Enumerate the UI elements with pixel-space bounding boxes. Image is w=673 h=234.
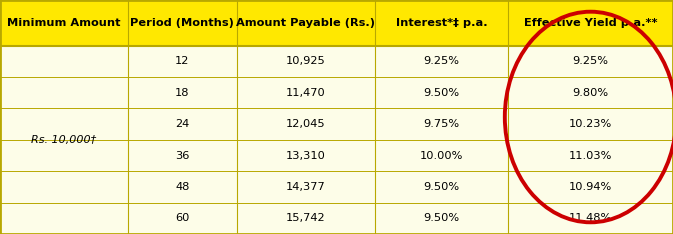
Text: 48: 48	[175, 182, 190, 192]
Bar	[375, 108, 508, 140]
Text: 12: 12	[175, 56, 190, 66]
Text: 14,377: 14,377	[286, 182, 326, 192]
Bar	[128, 0, 237, 46]
Bar	[375, 140, 508, 171]
Bar	[237, 46, 375, 77]
Bar	[128, 171, 237, 203]
Bar	[0, 171, 128, 203]
Bar	[0, 46, 128, 77]
Text: Amount Payable (Rs.): Amount Payable (Rs.)	[236, 18, 376, 28]
Bar	[508, 140, 673, 171]
Bar	[508, 77, 673, 108]
Text: Effective Yield p.a.**: Effective Yield p.a.**	[524, 18, 658, 28]
Text: Minimum Amount: Minimum Amount	[7, 18, 120, 28]
Text: 9.25%: 9.25%	[573, 56, 608, 66]
Bar	[375, 171, 508, 203]
Text: 18: 18	[175, 88, 190, 98]
Bar	[0, 108, 128, 140]
Bar	[237, 0, 375, 46]
Text: 60: 60	[175, 213, 190, 223]
Text: Interest*‡ p.a.: Interest*‡ p.a.	[396, 18, 487, 28]
Bar	[0, 77, 128, 108]
Bar	[375, 77, 508, 108]
Text: 9.50%: 9.50%	[423, 182, 460, 192]
Text: 9.50%: 9.50%	[423, 213, 460, 223]
Text: 9.50%: 9.50%	[423, 88, 460, 98]
Text: 15,742: 15,742	[286, 213, 326, 223]
Bar	[128, 46, 237, 77]
Bar	[237, 140, 375, 171]
Text: 36: 36	[175, 150, 190, 161]
Text: 10,925: 10,925	[286, 56, 326, 66]
Text: 9.25%: 9.25%	[423, 56, 460, 66]
Text: 10.94%: 10.94%	[569, 182, 612, 192]
Bar	[128, 203, 237, 234]
Bar	[508, 203, 673, 234]
Bar	[128, 77, 237, 108]
Bar	[128, 140, 237, 171]
Text: 9.80%: 9.80%	[573, 88, 608, 98]
Bar	[128, 108, 237, 140]
Text: 11,470: 11,470	[286, 88, 326, 98]
Text: 13,310: 13,310	[286, 150, 326, 161]
Bar	[508, 171, 673, 203]
Text: 10.00%: 10.00%	[420, 150, 463, 161]
Bar	[0, 0, 128, 46]
Text: Rs. 10,000†: Rs. 10,000†	[32, 135, 96, 145]
Bar	[375, 46, 508, 77]
Bar	[375, 203, 508, 234]
Bar	[508, 108, 673, 140]
Text: 9.75%: 9.75%	[423, 119, 460, 129]
Bar	[237, 171, 375, 203]
Bar	[0, 140, 128, 171]
Bar	[237, 77, 375, 108]
Bar	[375, 0, 508, 46]
Text: 12,045: 12,045	[286, 119, 326, 129]
Text: 10.23%: 10.23%	[569, 119, 612, 129]
Text: Period (Months): Period (Months)	[131, 18, 234, 28]
Bar	[508, 46, 673, 77]
Bar	[237, 108, 375, 140]
Bar	[0, 203, 128, 234]
Bar	[237, 203, 375, 234]
Text: 24: 24	[175, 119, 190, 129]
Text: 11.03%: 11.03%	[569, 150, 612, 161]
Bar	[508, 0, 673, 46]
Text: 11.48%: 11.48%	[569, 213, 612, 223]
